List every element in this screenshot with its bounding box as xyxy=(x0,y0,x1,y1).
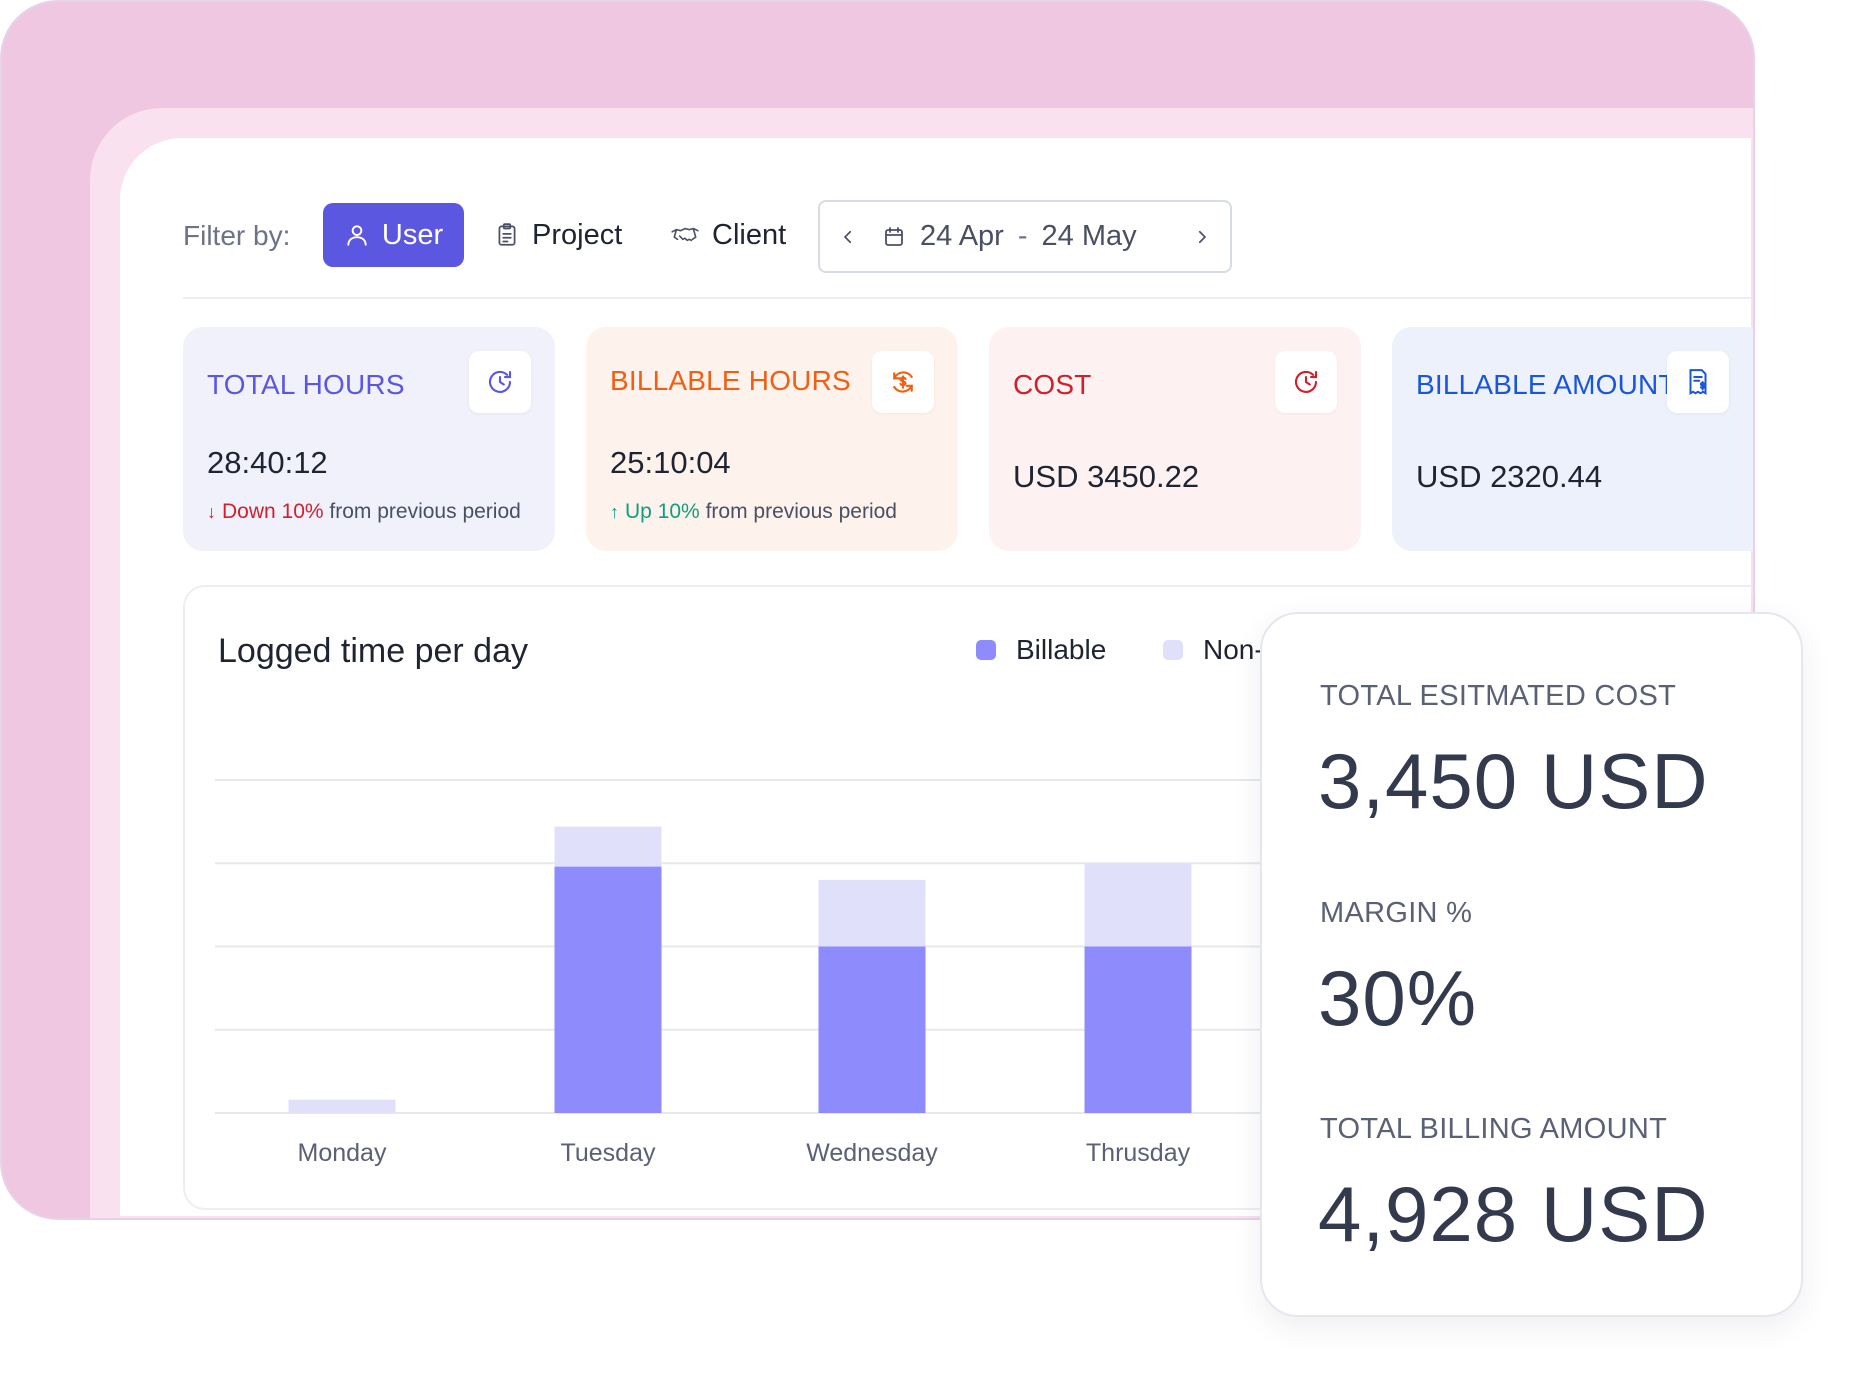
clock-refresh-icon xyxy=(1275,351,1337,413)
date-range-picker[interactable]: 24 Apr - 24 May xyxy=(818,200,1232,273)
bar-tuesday-billable xyxy=(554,866,662,1113)
total-billing-amount-label: TOTAL BILLING AMOUNT xyxy=(1320,1113,1668,1145)
billable-amount-card: BILLABLE AMOUNT USD 2320.44 xyxy=(1392,327,1753,551)
margin-value: 30% xyxy=(1318,954,1478,1042)
total-hours-title: TOTAL HOURS xyxy=(207,369,405,400)
total-estimated-cost-label: TOTAL ESITMATED COST xyxy=(1320,680,1677,712)
arrow-down-icon: ↓ xyxy=(207,502,216,522)
filter-divider xyxy=(183,297,1751,299)
bar-tuesday-non-billable xyxy=(554,826,662,867)
invoice-icon xyxy=(1667,351,1729,413)
cost-card: COST USD 3450.22 xyxy=(989,327,1361,551)
clipboard-icon xyxy=(494,222,520,248)
date-separator: - xyxy=(1017,220,1028,252)
billable-amount-value: USD 2320.44 xyxy=(1416,459,1603,494)
total-hours-trend: ↓ Down 10% from previous period xyxy=(207,500,521,524)
bar-thrusday-non-billable xyxy=(1084,863,1192,947)
billable-hours-card: BILLABLE HOURS 25:10:04 ↑ Up 10% from pre… xyxy=(586,327,958,551)
chart-panel xyxy=(183,585,1753,1210)
filter-client-button[interactable]: Client xyxy=(670,203,786,267)
legend-non-billable: Non- xyxy=(1163,634,1264,666)
billable-amount-title: BILLABLE AMOUNT xyxy=(1416,369,1676,400)
legend-billable-label: Billable xyxy=(1016,634,1107,665)
user-icon xyxy=(344,222,370,248)
x-tick-label: Tuesday xyxy=(561,1139,656,1167)
billable-hours-title: BILLABLE HOURS xyxy=(610,365,851,396)
margin-label: MARGIN % xyxy=(1320,897,1473,929)
legend-billable: Billable xyxy=(976,634,1106,666)
legend-billable-swatch xyxy=(976,640,996,660)
date-start: 24 Apr xyxy=(920,220,1004,252)
x-tick-label: Monday xyxy=(298,1139,387,1167)
cost-value: USD 3450.22 xyxy=(1013,459,1200,494)
x-tick-label: Thrusday xyxy=(1086,1139,1191,1167)
x-tick-label: Wednesday xyxy=(806,1139,938,1167)
filter-project-label: Project xyxy=(532,218,623,251)
bar-wednesday-non-billable xyxy=(818,879,926,947)
legend-non-billable-swatch xyxy=(1163,640,1183,660)
total-estimated-cost-value: 3,450 USD xyxy=(1318,737,1709,825)
filter-user-button[interactable]: User xyxy=(323,203,464,267)
trend-percent: Up 10% xyxy=(625,500,700,523)
legend-non-billable-label: Non- xyxy=(1203,634,1264,665)
date-end: 24 May xyxy=(1041,220,1137,252)
filter-project-button[interactable]: Project xyxy=(494,203,622,267)
trend-text: from previous period xyxy=(329,500,521,523)
clock-refresh-icon xyxy=(469,351,531,413)
total-hours-card: TOTAL HOURS 28:40:12 ↓ Down 10% from prev… xyxy=(183,327,555,551)
filter-client-label: Client xyxy=(712,218,787,251)
arrow-up-icon: ↑ xyxy=(610,502,619,522)
handshake-icon xyxy=(670,222,700,248)
chart-title: Logged time per day xyxy=(218,632,528,670)
total-billing-amount-value: 4,928 USD xyxy=(1318,1170,1709,1258)
total-hours-value: 28:40:12 xyxy=(207,445,328,480)
summary-card: TOTAL ESITMATED COST 3,450 USD MARGIN % … xyxy=(1260,612,1803,1317)
billable-hours-trend: ↑ Up 10% from previous period xyxy=(610,500,897,524)
calendar-icon xyxy=(882,225,906,249)
dollar-refresh-icon xyxy=(872,351,934,413)
chevron-left-icon[interactable] xyxy=(820,228,876,246)
bar-wednesday-billable xyxy=(818,946,926,1113)
billable-hours-value: 25:10:04 xyxy=(610,445,731,480)
trend-percent: Down 10% xyxy=(222,500,324,523)
trend-text: from previous period xyxy=(705,500,897,523)
filter-label: Filter by: xyxy=(183,220,291,251)
bar-monday-non-billable xyxy=(288,1099,396,1113)
bar-thrusday-billable xyxy=(1084,946,1192,1113)
chevron-right-icon[interactable] xyxy=(1174,228,1230,246)
filter-user-label: User xyxy=(381,218,444,251)
cost-title: COST xyxy=(1013,369,1092,400)
